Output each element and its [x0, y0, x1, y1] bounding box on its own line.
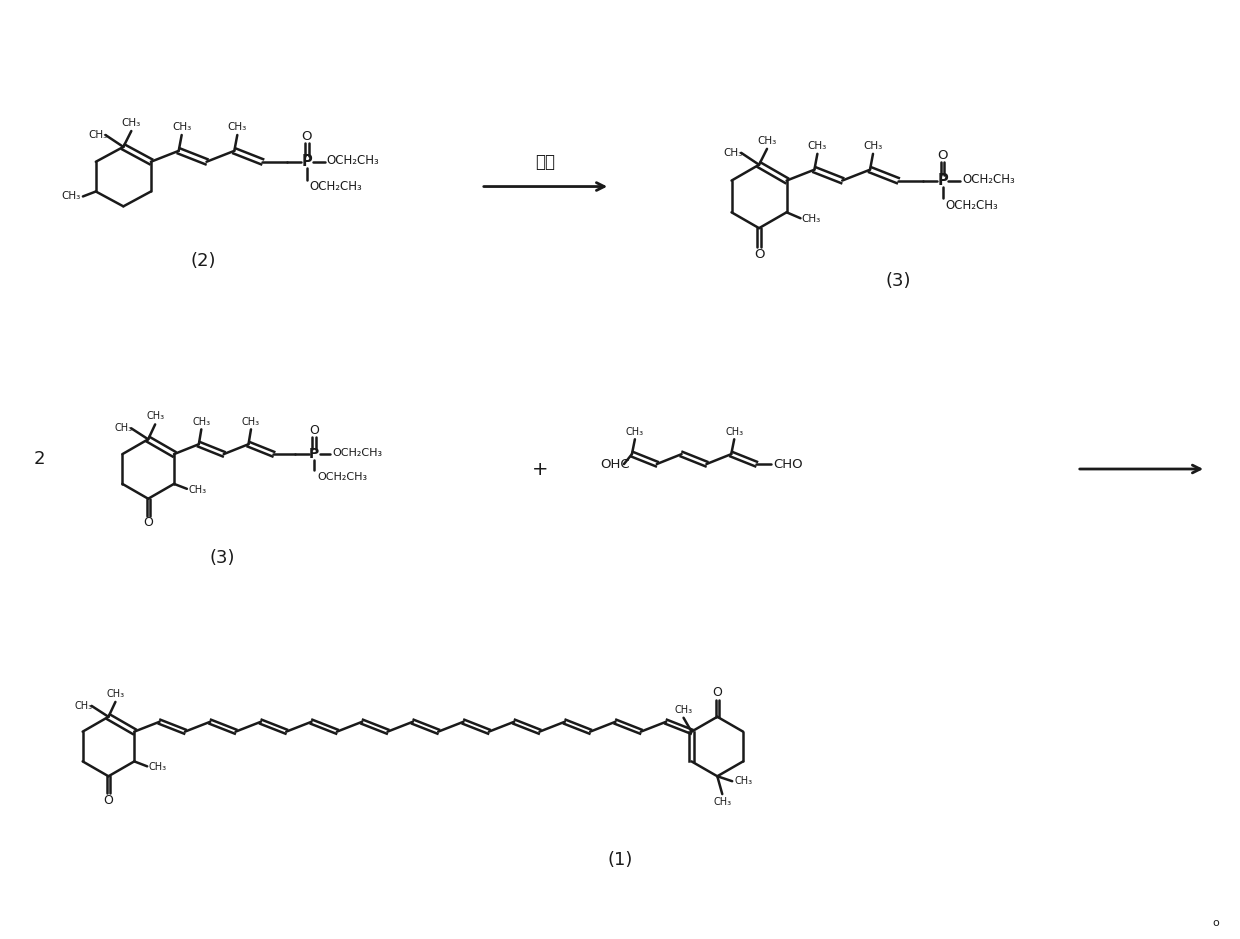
Text: +: +	[532, 459, 549, 479]
Text: CH₃: CH₃	[88, 130, 107, 140]
Text: 氧化: 氧化	[536, 153, 556, 171]
Text: (3): (3)	[210, 549, 236, 567]
Text: CH₃: CH₃	[863, 141, 883, 151]
Text: CH₃: CH₃	[802, 214, 821, 224]
Text: OCH₂CH₃: OCH₂CH₃	[326, 154, 379, 167]
Text: CH₃: CH₃	[188, 485, 207, 495]
Text: (3): (3)	[885, 271, 911, 290]
Text: OCH₂CH₃: OCH₂CH₃	[332, 448, 382, 458]
Text: O: O	[712, 686, 722, 700]
Text: CH₃: CH₃	[146, 411, 164, 422]
Text: CH₃: CH₃	[228, 122, 247, 132]
Text: CHO: CHO	[773, 457, 802, 470]
Text: CH₃: CH₃	[724, 147, 743, 158]
Text: OCH₂CH₃: OCH₂CH₃	[317, 472, 367, 482]
Text: CH₃: CH₃	[172, 122, 191, 132]
Text: O: O	[103, 793, 113, 807]
Text: CH₃: CH₃	[148, 762, 166, 773]
Text: OCH₂CH₃: OCH₂CH₃	[946, 199, 998, 212]
Text: O: O	[144, 516, 153, 529]
Text: CH₃: CH₃	[734, 777, 753, 786]
Text: o: o	[1213, 918, 1219, 928]
Text: CH₃: CH₃	[114, 423, 133, 434]
Text: CH₃: CH₃	[626, 427, 644, 438]
Text: (1): (1)	[608, 852, 632, 870]
Text: CH₃: CH₃	[713, 797, 732, 807]
Text: CH₃: CH₃	[107, 689, 124, 699]
Text: O: O	[309, 424, 319, 438]
Text: CH₃: CH₃	[725, 427, 743, 438]
Text: OCH₂CH₃: OCH₂CH₃	[310, 180, 362, 193]
Text: O: O	[937, 148, 947, 162]
Text: CH₃: CH₃	[758, 136, 776, 146]
Text: 2: 2	[33, 450, 45, 469]
Text: O: O	[754, 249, 764, 261]
Text: O: O	[301, 130, 312, 143]
Text: CH₃: CH₃	[61, 192, 81, 202]
Text: CH₃: CH₃	[122, 118, 141, 128]
Text: (2): (2)	[190, 252, 216, 269]
Text: P: P	[309, 447, 319, 461]
Text: OCH₂CH₃: OCH₂CH₃	[962, 173, 1016, 186]
Text: P: P	[301, 154, 312, 169]
Text: CH₃: CH₃	[675, 705, 693, 715]
Text: P: P	[937, 173, 947, 188]
Text: CH₃: CH₃	[242, 418, 260, 427]
Text: OHC: OHC	[600, 457, 630, 470]
Text: CH₃: CH₃	[192, 418, 211, 427]
Text: CH₃: CH₃	[74, 700, 93, 711]
Text: CH₃: CH₃	[807, 141, 827, 151]
